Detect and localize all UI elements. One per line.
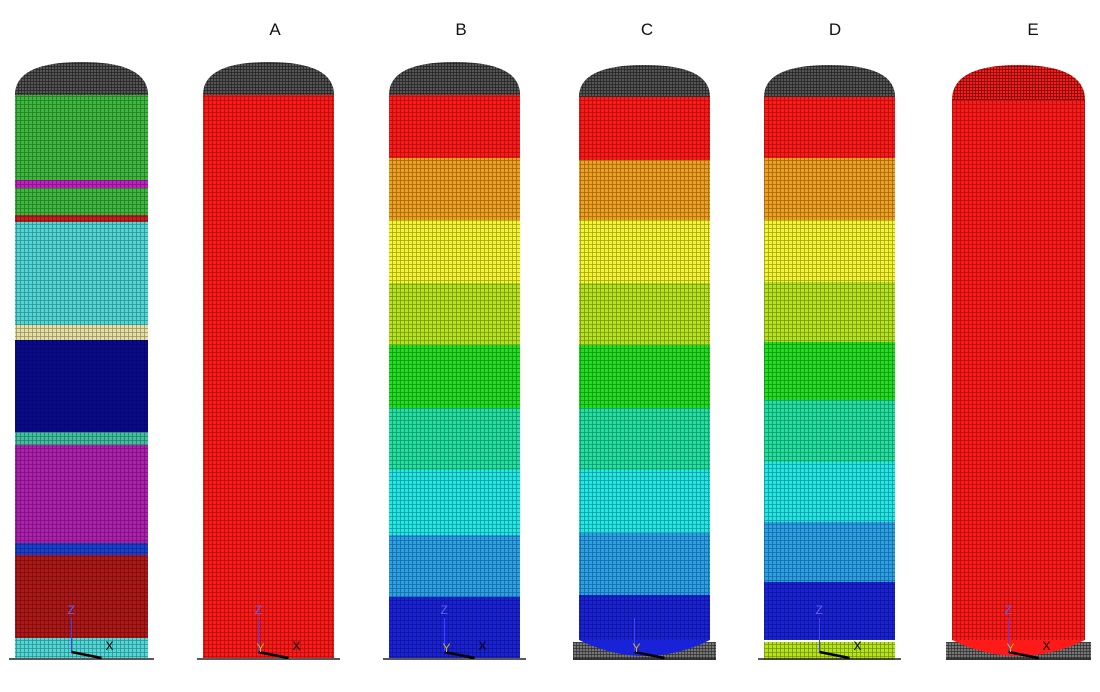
triad-x xyxy=(1008,650,1039,660)
band-mesh xyxy=(15,638,148,658)
band-mesh xyxy=(15,340,148,432)
band-mesh xyxy=(579,595,710,640)
band-mesh xyxy=(15,543,148,555)
bottom-dome xyxy=(952,640,1085,656)
tanks xyxy=(9,62,1091,660)
band-mesh xyxy=(579,160,710,220)
triad-label: Z xyxy=(68,603,75,617)
triad-x xyxy=(444,650,475,660)
band-mesh xyxy=(579,97,710,160)
band-mesh xyxy=(203,95,334,658)
band-mesh xyxy=(389,95,520,158)
band-mesh xyxy=(15,222,148,325)
panel-label: D xyxy=(829,20,841,39)
triad-x xyxy=(819,650,850,660)
triad-label: Y xyxy=(1007,641,1015,655)
band-mesh xyxy=(579,533,710,595)
triad-label: Z xyxy=(1005,603,1012,617)
band-mesh xyxy=(764,220,895,282)
triad-label: X xyxy=(479,639,487,653)
triad-x xyxy=(258,650,289,660)
panel-label: E xyxy=(1027,20,1038,39)
triad-label: Y xyxy=(443,641,451,655)
triad-label: X xyxy=(1043,639,1051,653)
triad-label: X xyxy=(293,639,301,653)
dome-mesh xyxy=(579,65,710,97)
band-mesh xyxy=(389,283,520,345)
band-mesh xyxy=(764,342,895,400)
labels: Z X Z Y X Z Y X Y Z X Z Y X A B C D E xyxy=(68,20,1051,655)
band-mesh xyxy=(389,345,520,408)
dome-mesh xyxy=(764,65,895,97)
band-mesh xyxy=(389,470,520,535)
band-mesh xyxy=(389,535,520,597)
triad-label: X xyxy=(106,639,114,653)
band-mesh xyxy=(389,158,520,220)
panel-label: A xyxy=(269,20,281,39)
band-mesh xyxy=(15,180,148,188)
triad-label: Z xyxy=(255,603,262,617)
band-mesh xyxy=(764,400,895,462)
bottom-dome xyxy=(579,640,710,656)
dome-mesh xyxy=(389,62,520,95)
band-mesh xyxy=(15,188,148,215)
band-mesh xyxy=(15,432,148,445)
band-mesh xyxy=(15,325,148,340)
band-mesh xyxy=(764,158,895,220)
band-mesh xyxy=(15,95,148,180)
band-mesh xyxy=(764,582,895,640)
triad-label: Z xyxy=(816,603,823,617)
band-mesh xyxy=(389,408,520,470)
dome-mesh xyxy=(15,62,148,95)
dome-mesh xyxy=(203,62,334,95)
panel-label: C xyxy=(641,20,653,39)
band-mesh xyxy=(15,445,148,543)
band-mesh xyxy=(952,100,1085,640)
triad-x xyxy=(634,650,665,660)
band-mesh xyxy=(764,522,895,582)
band-mesh xyxy=(579,408,710,470)
panel-label: B xyxy=(455,20,466,39)
triad-label: Y xyxy=(633,641,641,655)
band-mesh xyxy=(389,220,520,283)
band-mesh xyxy=(579,345,710,408)
band-mesh xyxy=(15,555,148,638)
band-mesh xyxy=(15,215,148,222)
band-mesh xyxy=(764,97,895,158)
band-mesh xyxy=(764,642,895,660)
band-mesh xyxy=(764,462,895,522)
band-mesh xyxy=(579,283,710,345)
triad-label: X xyxy=(854,639,862,653)
band-mesh xyxy=(579,470,710,533)
triad-x xyxy=(71,650,102,660)
triad-label: Y xyxy=(257,641,265,655)
band-mesh xyxy=(579,220,710,283)
triad-label: Z xyxy=(441,603,448,617)
dome-mesh xyxy=(952,65,1085,100)
band-mesh xyxy=(764,282,895,342)
band-mesh xyxy=(389,597,520,658)
